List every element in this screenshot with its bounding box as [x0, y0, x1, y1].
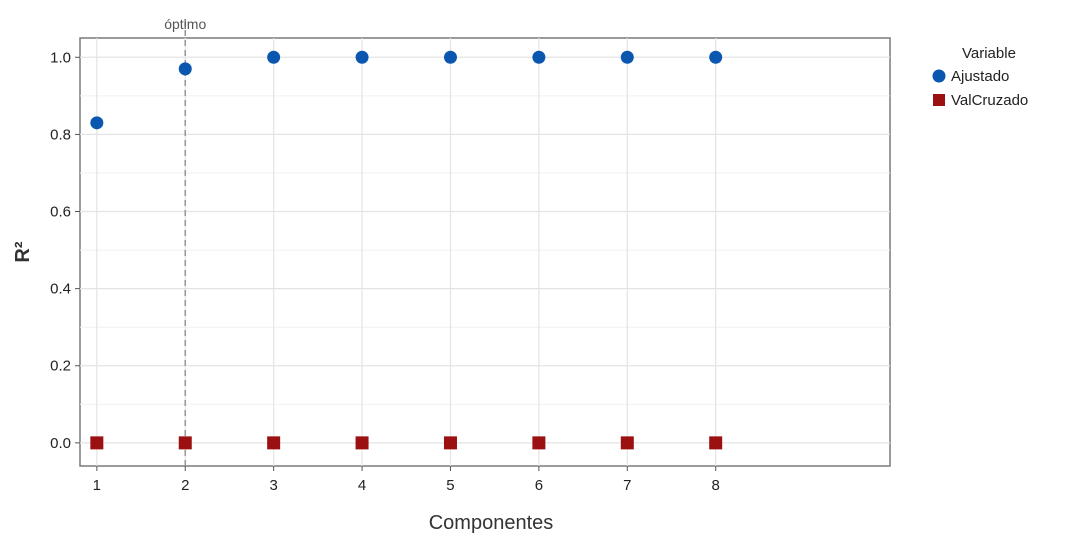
y-tick-label: 1.0	[50, 49, 71, 66]
point-ajustado	[532, 50, 546, 64]
point-valcruzado	[355, 436, 369, 450]
y-tick-label: 0.2	[50, 358, 71, 375]
legend-key-valcruzado	[933, 94, 945, 106]
legend: Variable Ajustado ValCruzado	[932, 45, 1028, 109]
ticks-layer: 0.0 0.2 0.4 0.6 0.8 1.0 1 2 3 4 5 6 7 8	[50, 49, 720, 494]
point-valcruzado	[709, 436, 723, 450]
point-ajustado	[90, 116, 104, 130]
x-tick-label: 3	[269, 477, 277, 494]
x-tick-label: 4	[358, 477, 366, 494]
x-tick-label: 1	[93, 477, 101, 494]
legend-key-ajustado	[932, 69, 946, 83]
x-tick-label: 5	[446, 477, 454, 494]
point-ajustado	[355, 50, 369, 64]
annotation-layer: óptimo	[164, 16, 206, 466]
x-tick-label: 7	[623, 477, 631, 494]
legend-label-valcruzado: ValCruzado	[951, 92, 1028, 109]
point-ajustado	[709, 50, 723, 64]
point-ajustado	[267, 50, 281, 64]
point-valcruzado	[443, 436, 457, 450]
x-tick-label: 2	[181, 477, 189, 494]
point-ajustado	[443, 50, 457, 64]
optimum-label: óptimo	[164, 16, 206, 32]
x-tick-label: 6	[535, 477, 543, 494]
legend-title: Variable	[962, 45, 1016, 62]
y-tick-label: 0.4	[50, 281, 71, 298]
y-tick-label: 0.6	[50, 204, 71, 221]
plot-panel	[79, 37, 891, 467]
x-tick-label: 8	[712, 477, 720, 494]
x-axis-title: Componentes	[429, 512, 554, 533]
y-tick-label: 0.0	[50, 435, 71, 452]
point-valcruzado	[90, 436, 104, 450]
point-ajustado	[178, 62, 192, 76]
point-valcruzado	[620, 436, 634, 450]
point-ajustado	[620, 50, 634, 64]
legend-label-ajustado: Ajustado	[951, 68, 1009, 85]
y-axis-title: R²	[12, 241, 34, 262]
point-valcruzado	[178, 436, 192, 450]
point-valcruzado	[267, 436, 281, 450]
marks-layer	[90, 50, 723, 450]
point-valcruzado	[532, 436, 546, 450]
y-tick-label: 0.8	[50, 126, 71, 143]
